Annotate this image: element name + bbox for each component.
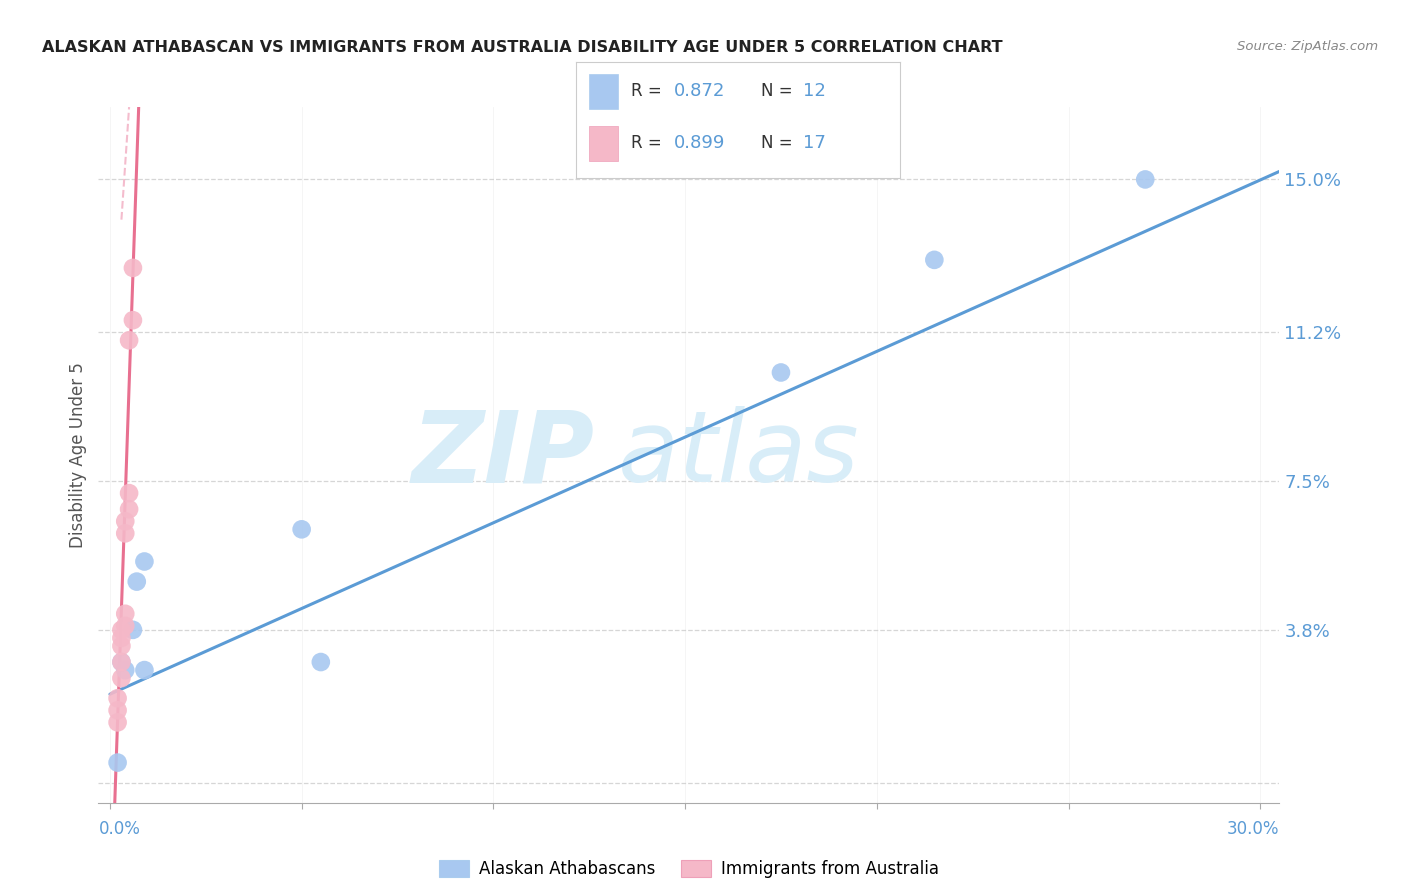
Point xyxy=(114,514,136,528)
Point xyxy=(134,663,156,677)
Point xyxy=(110,639,132,653)
Point xyxy=(107,691,129,706)
Text: 0.899: 0.899 xyxy=(673,134,725,152)
Text: ZIP: ZIP xyxy=(412,407,595,503)
Text: N =: N = xyxy=(761,82,797,100)
Text: 17: 17 xyxy=(803,134,825,152)
Point xyxy=(122,313,145,327)
Point xyxy=(122,260,145,275)
Point xyxy=(107,703,129,717)
Text: ALASKAN ATHABASCAN VS IMMIGRANTS FROM AUSTRALIA DISABILITY AGE UNDER 5 CORRELATI: ALASKAN ATHABASCAN VS IMMIGRANTS FROM AU… xyxy=(42,40,1002,55)
Point xyxy=(291,522,314,536)
Point xyxy=(110,671,132,685)
Point xyxy=(125,574,148,589)
Point xyxy=(110,655,132,669)
Text: Source: ZipAtlas.com: Source: ZipAtlas.com xyxy=(1237,40,1378,54)
Y-axis label: Disability Age Under 5: Disability Age Under 5 xyxy=(69,362,87,548)
Text: 12: 12 xyxy=(803,82,825,100)
Point xyxy=(309,655,332,669)
Text: atlas: atlas xyxy=(619,407,859,503)
Point xyxy=(118,502,141,516)
Point xyxy=(114,607,136,621)
Point xyxy=(769,366,792,380)
Point xyxy=(114,663,136,677)
Point xyxy=(134,554,156,568)
Point xyxy=(114,526,136,541)
Point xyxy=(110,631,132,645)
Point xyxy=(118,334,141,348)
Text: 0.872: 0.872 xyxy=(673,82,725,100)
Point xyxy=(107,715,129,730)
Text: 0.0%: 0.0% xyxy=(98,820,141,838)
Bar xyxy=(589,126,619,161)
Text: N =: N = xyxy=(761,134,797,152)
Text: R =: R = xyxy=(631,82,668,100)
Legend: Alaskan Athabascans, Immigrants from Australia: Alaskan Athabascans, Immigrants from Aus… xyxy=(433,854,945,885)
Point xyxy=(114,619,136,633)
Text: R =: R = xyxy=(631,134,668,152)
Text: 30.0%: 30.0% xyxy=(1227,820,1279,838)
Point xyxy=(122,623,145,637)
Point xyxy=(1135,172,1157,186)
Point xyxy=(110,623,132,637)
Point xyxy=(110,655,132,669)
Bar xyxy=(589,74,619,109)
Point xyxy=(107,756,129,770)
Point xyxy=(924,252,946,267)
Point xyxy=(118,486,141,500)
